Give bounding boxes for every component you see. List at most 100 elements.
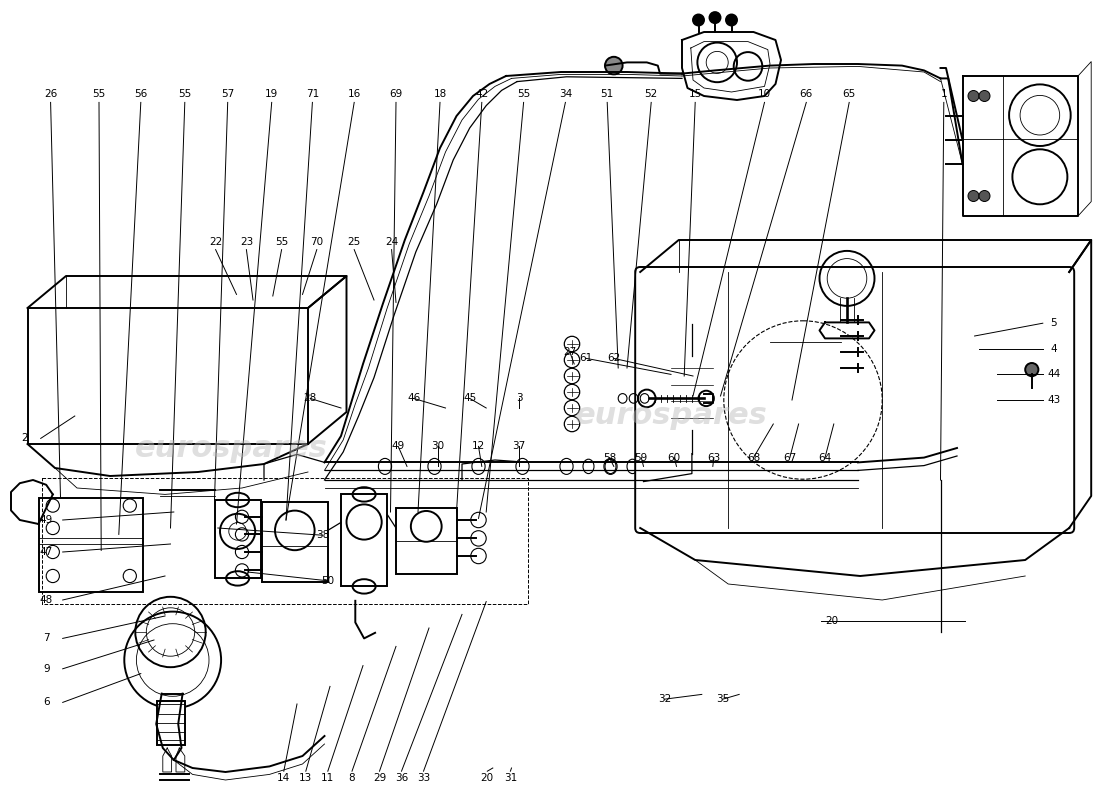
Text: 37: 37 [513, 442, 526, 451]
Text: 43: 43 [1047, 395, 1060, 405]
Text: 46: 46 [407, 394, 420, 403]
Circle shape [979, 190, 990, 202]
Ellipse shape [472, 458, 485, 474]
Text: 20: 20 [825, 616, 838, 626]
Text: 44: 44 [1047, 370, 1060, 379]
Text: 15: 15 [689, 90, 702, 99]
Text: 7: 7 [43, 634, 50, 643]
Text: 55: 55 [92, 90, 106, 99]
Text: 22: 22 [209, 237, 222, 246]
Ellipse shape [627, 459, 638, 474]
Text: 61: 61 [580, 354, 593, 363]
Text: 34: 34 [559, 90, 572, 99]
Bar [262, 502, 328, 582]
Text: 12: 12 [472, 442, 485, 451]
Bar [341, 494, 387, 586]
Text: 66: 66 [800, 90, 813, 99]
Text: 4: 4 [1050, 344, 1057, 354]
Bar [157, 701, 185, 745]
Text: 14: 14 [277, 773, 290, 782]
Bar [396, 508, 456, 574]
Text: 48: 48 [40, 595, 53, 605]
Text: 6: 6 [43, 698, 50, 707]
Text: 58: 58 [603, 453, 616, 462]
Text: 32: 32 [658, 694, 671, 704]
Text: 23: 23 [240, 237, 253, 246]
Text: 30: 30 [431, 442, 444, 451]
Text: 29: 29 [373, 773, 386, 782]
Text: 36: 36 [395, 773, 408, 782]
Ellipse shape [654, 459, 666, 474]
Text: 5: 5 [1050, 318, 1057, 328]
Text: 18: 18 [433, 90, 447, 99]
Bar [39, 498, 143, 592]
Bar [666, 356, 718, 430]
Circle shape [979, 90, 990, 102]
Text: 60: 60 [668, 453, 681, 462]
Text: 28: 28 [304, 394, 317, 403]
Text: 35: 35 [716, 694, 729, 704]
Text: 8: 8 [349, 773, 355, 782]
Ellipse shape [378, 458, 392, 474]
Text: 33: 33 [417, 773, 430, 782]
Text: 11: 11 [321, 773, 334, 782]
Text: 45: 45 [463, 394, 476, 403]
Bar [770, 304, 842, 380]
Text: 64: 64 [818, 453, 832, 462]
Text: 19: 19 [265, 90, 278, 99]
Text: 42: 42 [475, 90, 488, 99]
Ellipse shape [605, 459, 616, 474]
Text: 26: 26 [44, 90, 57, 99]
Text: 57: 57 [221, 90, 234, 99]
FancyBboxPatch shape [635, 267, 1075, 533]
Circle shape [726, 14, 737, 26]
Text: 55: 55 [178, 90, 191, 99]
Ellipse shape [583, 459, 594, 474]
Text: 47: 47 [40, 547, 53, 557]
Text: 24: 24 [385, 237, 398, 246]
Text: 20: 20 [481, 773, 494, 782]
Bar [214, 500, 261, 578]
Text: 65: 65 [843, 90, 856, 99]
Text: 55: 55 [517, 90, 530, 99]
Ellipse shape [516, 458, 529, 474]
Text: 38: 38 [316, 530, 329, 540]
Text: 13: 13 [299, 773, 312, 782]
Text: 1: 1 [940, 90, 947, 99]
Text: 69: 69 [389, 90, 403, 99]
Circle shape [693, 14, 704, 26]
Text: 10: 10 [758, 90, 771, 99]
Text: 50: 50 [321, 576, 334, 586]
Text: 62: 62 [607, 354, 620, 363]
Text: 63: 63 [707, 453, 721, 462]
Text: 9: 9 [43, 664, 50, 674]
Text: 16: 16 [348, 90, 361, 99]
Ellipse shape [560, 458, 573, 474]
Text: 51: 51 [601, 90, 614, 99]
Text: 67: 67 [783, 453, 796, 462]
Text: 56: 56 [134, 90, 147, 99]
Text: eurospares: eurospares [134, 434, 328, 462]
Text: 25: 25 [348, 237, 361, 246]
Text: eurospares: eurospares [574, 402, 768, 430]
Text: 49: 49 [40, 515, 53, 525]
Circle shape [605, 57, 623, 74]
Ellipse shape [682, 459, 693, 474]
Ellipse shape [428, 458, 441, 474]
Circle shape [968, 90, 979, 102]
Circle shape [710, 12, 720, 23]
Ellipse shape [604, 458, 617, 474]
Text: 52: 52 [645, 90, 658, 99]
Text: 71: 71 [306, 90, 319, 99]
Text: 27: 27 [563, 347, 576, 357]
Text: 55: 55 [275, 237, 288, 246]
Circle shape [968, 190, 979, 202]
Ellipse shape [710, 459, 720, 474]
Text: 49: 49 [392, 442, 405, 451]
Text: 70: 70 [310, 237, 323, 246]
Text: 2: 2 [21, 434, 28, 443]
Text: 3: 3 [516, 394, 522, 403]
Text: 31: 31 [504, 773, 517, 782]
Text: 59: 59 [635, 453, 648, 462]
Circle shape [1025, 363, 1038, 376]
